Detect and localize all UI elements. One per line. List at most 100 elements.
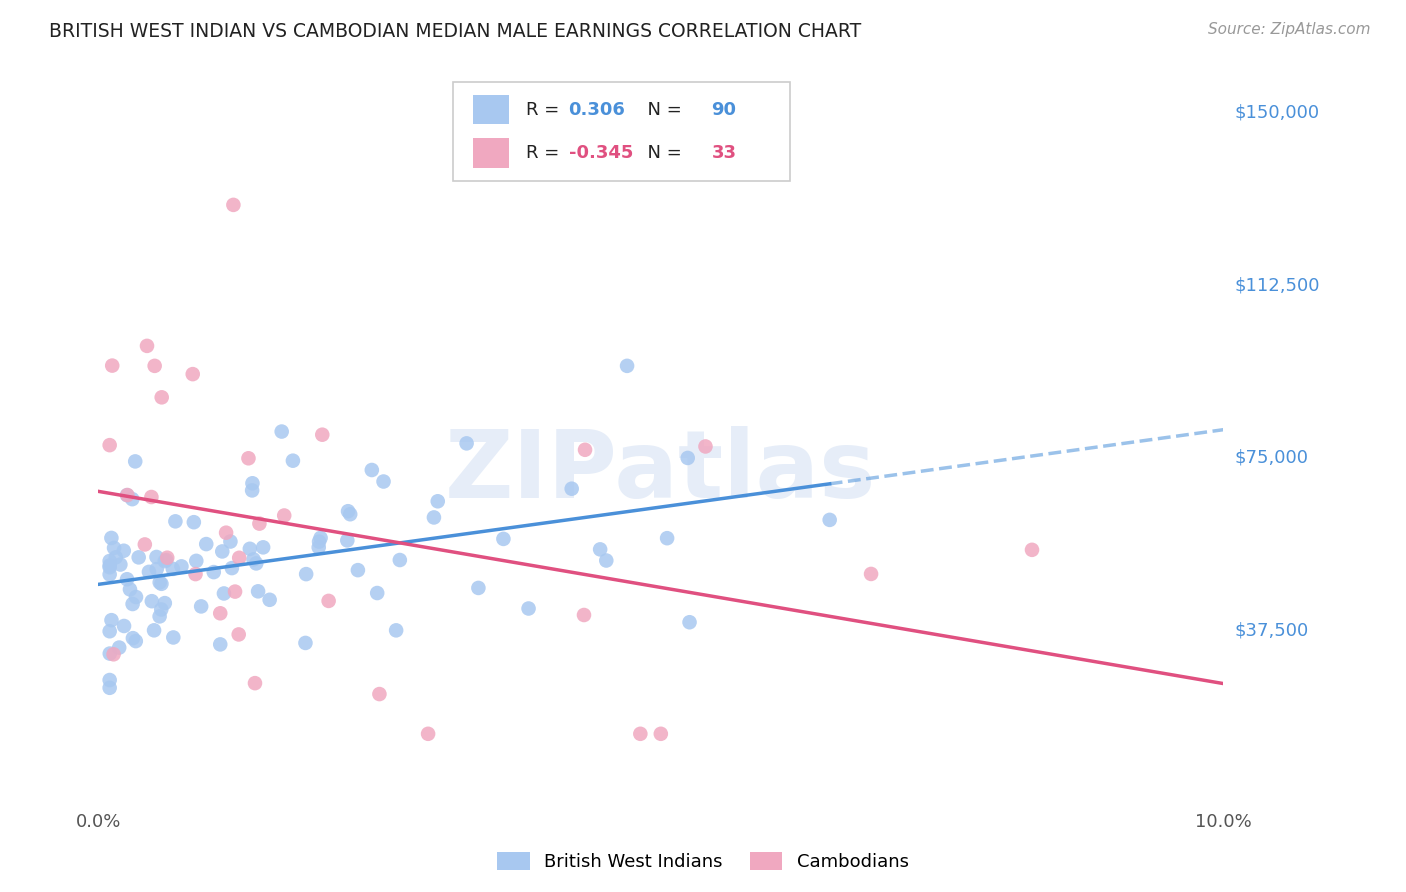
Text: BRITISH WEST INDIAN VS CAMBODIAN MEDIAN MALE EARNINGS CORRELATION CHART: BRITISH WEST INDIAN VS CAMBODIAN MEDIAN … — [49, 22, 862, 41]
Point — [423, 510, 446, 524]
Point — [242, 476, 264, 491]
Text: N =: N = — [636, 101, 688, 119]
Point — [209, 637, 232, 651]
Point — [360, 463, 382, 477]
Point — [112, 543, 135, 558]
Text: $112,500: $112,500 — [1234, 277, 1320, 294]
Point — [678, 615, 700, 630]
Point — [245, 557, 267, 571]
Point — [368, 687, 391, 701]
Text: N =: N = — [636, 144, 688, 162]
Point — [186, 554, 208, 568]
Point — [249, 516, 271, 531]
Point — [125, 634, 148, 648]
Point — [228, 627, 250, 641]
Point — [155, 553, 177, 567]
Point — [195, 537, 218, 551]
Point — [143, 359, 166, 373]
Point — [215, 525, 238, 540]
Point — [184, 567, 207, 582]
Point — [561, 482, 583, 496]
Text: $150,000: $150,000 — [1234, 103, 1319, 122]
Point — [212, 586, 235, 600]
Point — [156, 550, 179, 565]
Point — [98, 673, 121, 687]
Point — [222, 198, 245, 212]
Bar — [472, 95, 509, 124]
Point — [219, 534, 242, 549]
Point — [149, 575, 172, 590]
Point — [98, 681, 121, 695]
Point — [98, 624, 121, 639]
Point — [247, 584, 270, 599]
Point — [108, 640, 131, 655]
Point — [309, 531, 332, 545]
Point — [589, 542, 612, 557]
Point — [165, 514, 187, 528]
Point — [238, 451, 260, 466]
Point — [224, 584, 246, 599]
Point — [676, 450, 699, 465]
Point — [595, 553, 617, 567]
Bar — [472, 138, 509, 168]
Point — [281, 453, 304, 467]
Point — [98, 438, 121, 452]
Point — [239, 541, 262, 556]
Point — [112, 619, 135, 633]
Point — [162, 562, 184, 576]
Point — [860, 566, 883, 581]
Point — [128, 550, 150, 565]
Point — [273, 508, 295, 523]
Bar — [453, 82, 790, 181]
Point — [118, 582, 141, 597]
Point — [121, 492, 143, 507]
Point — [221, 561, 243, 575]
Point — [347, 563, 370, 577]
Point — [183, 515, 205, 529]
Point — [1021, 542, 1043, 557]
Point — [100, 531, 122, 545]
Point — [100, 613, 122, 627]
Point — [153, 596, 176, 610]
Point — [122, 631, 145, 645]
Point — [366, 586, 388, 600]
Text: 90: 90 — [711, 101, 737, 119]
Point — [115, 572, 138, 586]
Point — [98, 567, 121, 582]
Point — [339, 507, 361, 521]
Point — [121, 597, 143, 611]
Point — [388, 553, 411, 567]
Point — [295, 567, 318, 582]
Point — [211, 544, 233, 558]
Point — [456, 436, 478, 450]
Text: -0.345: -0.345 — [568, 144, 633, 162]
Point — [270, 425, 292, 439]
Point — [308, 541, 330, 555]
Point — [153, 554, 176, 568]
Point — [150, 577, 173, 591]
Point — [294, 636, 316, 650]
Point — [110, 558, 132, 572]
Point — [228, 550, 250, 565]
Point — [103, 648, 125, 662]
Point — [143, 624, 166, 638]
Point — [124, 454, 146, 468]
Text: $37,500: $37,500 — [1234, 622, 1309, 640]
Point — [373, 475, 395, 489]
Point — [655, 531, 678, 545]
Point — [308, 534, 330, 549]
Point — [242, 552, 264, 566]
Point — [145, 562, 167, 576]
Text: 33: 33 — [711, 144, 737, 162]
Point — [162, 631, 184, 645]
Point — [170, 559, 193, 574]
Point — [209, 607, 232, 621]
Point — [818, 513, 841, 527]
Point — [240, 483, 263, 498]
Point — [252, 541, 274, 555]
Point — [149, 609, 172, 624]
Point — [145, 549, 167, 564]
Text: ZIPatlas: ZIPatlas — [446, 425, 876, 517]
Point — [517, 601, 540, 615]
Point — [243, 676, 266, 690]
